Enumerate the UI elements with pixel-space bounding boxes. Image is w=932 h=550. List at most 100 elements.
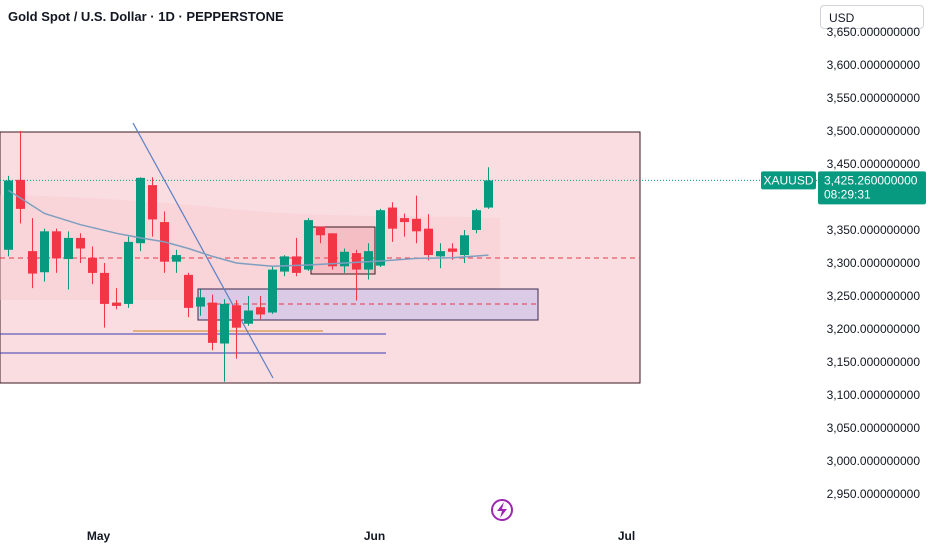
candle-body (124, 241, 133, 304)
candle-body (88, 257, 97, 273)
candle-body (28, 251, 37, 274)
candle (352, 249, 361, 301)
candle-body (484, 180, 493, 208)
candle-body (4, 180, 13, 250)
price-tick-label: 3,100.000000000 (827, 388, 921, 402)
price-tick-label: 3,350.000000000 (827, 223, 921, 237)
candle-body (388, 207, 397, 229)
price-tick-label: 3,150.000000000 (827, 355, 921, 369)
candle-body (184, 274, 193, 308)
candle-body (256, 307, 265, 315)
candle (268, 266, 277, 314)
candle-body (136, 177, 145, 244)
candle (64, 231, 73, 290)
candle-body (472, 210, 481, 230)
time-tick-label: Jun (364, 529, 385, 543)
candle (304, 218, 313, 271)
candle-body (40, 231, 49, 273)
candle-body (172, 255, 181, 262)
candle (484, 167, 493, 209)
candle (412, 195, 421, 244)
candle-body (352, 253, 361, 270)
candle (16, 131, 25, 224)
candle (340, 248, 349, 273)
time-axis[interactable]: May Jun Jul (87, 529, 635, 543)
symbol-tag (761, 171, 816, 190)
lightning-icon-bolt (497, 502, 507, 518)
candle-body (76, 237, 85, 249)
candle (112, 288, 121, 310)
candle (148, 177, 157, 237)
candle (424, 214, 433, 261)
candle-body (292, 256, 301, 273)
candle-body (100, 272, 109, 304)
price-tick-label: 3,000.000000000 (827, 454, 921, 468)
candle (232, 299, 241, 359)
candle-body (376, 210, 385, 266)
candle (124, 236, 133, 308)
candle (40, 228, 49, 282)
price-tick-label: 3,450.000000000 (827, 157, 921, 171)
candle-body (316, 226, 325, 236)
candle (196, 289, 205, 316)
candle (28, 218, 37, 289)
currency-selector[interactable]: USD (820, 5, 924, 29)
time-tick-label: May (87, 529, 111, 543)
candle-body (208, 302, 217, 343)
candle (316, 226, 325, 244)
candle-body (364, 251, 373, 270)
candle-body (328, 233, 337, 267)
candle-body (112, 302, 121, 306)
moving-average-line (8, 189, 489, 268)
candle-body (244, 310, 253, 324)
candle (436, 243, 445, 269)
candle-body (52, 231, 61, 259)
price-tick-label: 3,600.000000000 (827, 58, 921, 72)
price-tag-countdown: 08:29:31 (824, 187, 871, 201)
price-tick-label: 3,250.000000000 (827, 289, 921, 303)
price-tick-label: 3,650.000000000 (827, 25, 921, 39)
candle-body (400, 218, 409, 223)
candle (52, 228, 61, 273)
lightning-icon[interactable] (491, 499, 513, 521)
candle (244, 296, 253, 326)
candle (100, 263, 109, 328)
price-tick-label: 3,200.000000000 (827, 322, 921, 336)
price-tick-label: 3,550.000000000 (827, 91, 921, 105)
candle (472, 208, 481, 234)
candle (376, 208, 385, 267)
candle (76, 233, 85, 263)
price-tick-label: 2,950.000000000 (827, 487, 921, 501)
candle (292, 237, 301, 277)
candle (4, 175, 13, 257)
candle (208, 294, 217, 351)
candle-body (460, 235, 469, 256)
price-axis[interactable]: 2,950.000000000 3,000.000000000 3,050.0000… (827, 25, 921, 501)
candle-body (304, 220, 313, 270)
price-tag-box (818, 171, 926, 205)
candle-body (220, 303, 229, 344)
candle-body (412, 218, 421, 232)
price-tick-label: 3,300.000000000 (827, 256, 921, 270)
candle-body (280, 256, 289, 272)
candle (400, 213, 409, 237)
candle (256, 296, 265, 320)
candle (388, 202, 397, 242)
candle-body (448, 248, 457, 252)
candle-body (64, 237, 73, 260)
candle (172, 249, 181, 273)
candle (220, 299, 229, 382)
symbol-tag-label: XAUUSD (763, 173, 813, 187)
candle-body (16, 179, 25, 209)
candle-body (196, 297, 205, 307)
time-tick-label: Jul (618, 529, 635, 543)
candle (184, 272, 193, 318)
trend-line (132, 122, 274, 379)
candle-body (424, 228, 433, 256)
price-tag-value: 3,425.260000000 (824, 173, 918, 187)
symbol-title: Gold Spot / U.S. Dollar · 1D · PEPPERSTO… (8, 9, 284, 24)
price-tick-label: 3,050.000000000 (827, 421, 921, 435)
candle-body (436, 251, 445, 257)
